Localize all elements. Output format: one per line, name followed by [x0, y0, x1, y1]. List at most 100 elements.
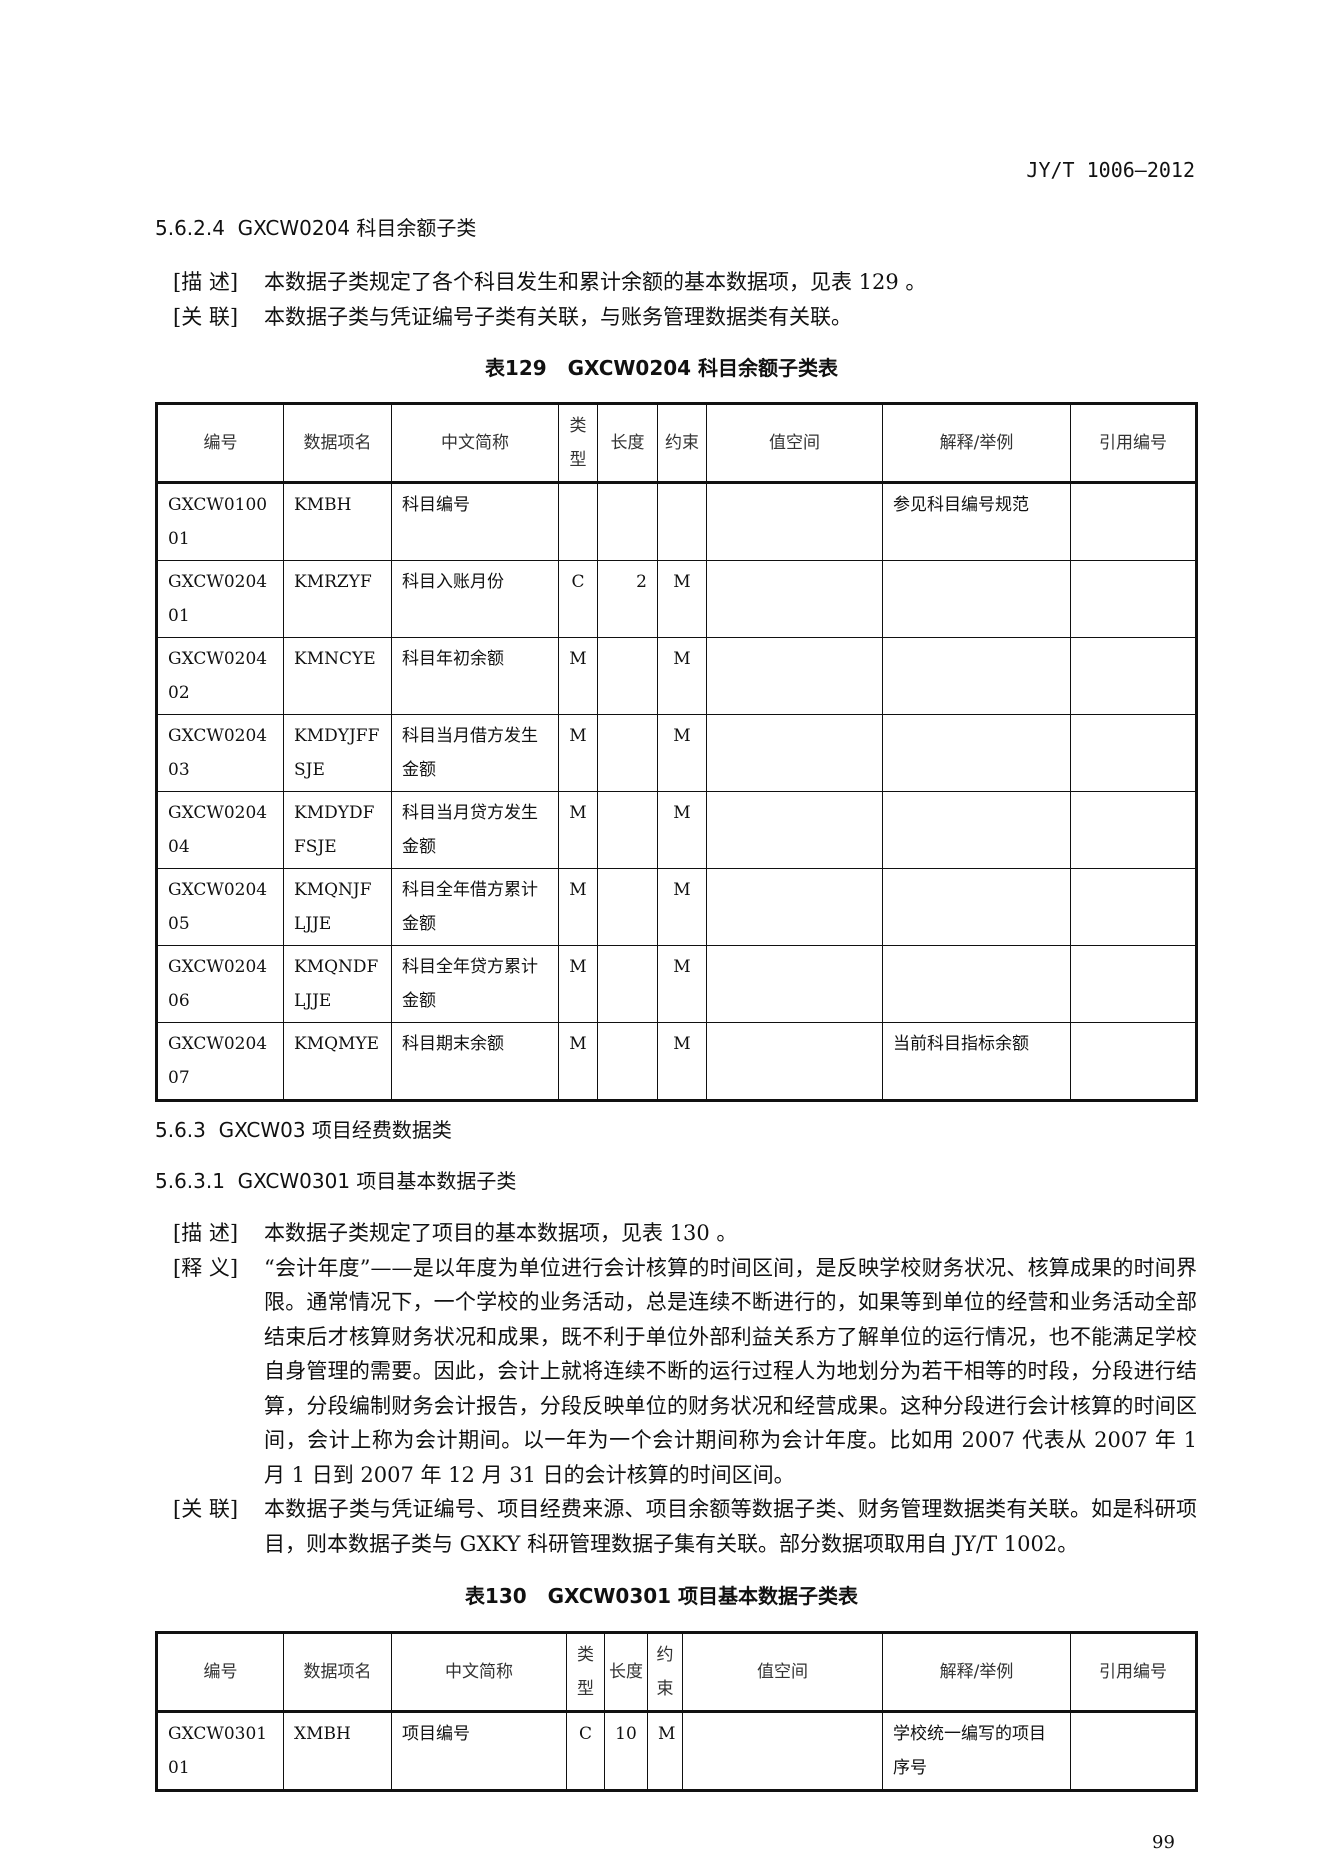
- table-cell: 2: [597, 560, 658, 638]
- section-heading: 5.6.2.4 GXCW0204 科目余额子类: [155, 216, 477, 240]
- table-129: 编号 数据项名 中文简称 类型 长度 约束 值空间 解释/举例 引用编号 GXCW010001 KM…: [155, 402, 1198, 1102]
- table-row: GXCW020405 KMQNJFLJJE 科目全年借方累计金额 M M: [156, 868, 1197, 946]
- table-130: 编号 数据项名 中文简称 类型 长度 约束 值空间 解释/举例 引用编号 GXCW030101 XM…: [155, 1631, 1198, 1792]
- table-cell: [706, 560, 883, 638]
- table-cell: M: [657, 791, 707, 869]
- table-row: GXCW020401 KMRZYF 科目入账月份 C 2 M: [156, 560, 1197, 638]
- text: 本数据子类规定了项目的基本数据项，见表 130 。: [264, 1221, 738, 1245]
- table-cell: 科目全年借方累计金额: [391, 868, 559, 946]
- table-cell: M: [558, 868, 598, 946]
- label: [关 联]: [173, 1497, 239, 1521]
- table-cell: [1070, 945, 1197, 1023]
- page-number: 99: [1152, 1832, 1175, 1853]
- table-cell: M: [558, 714, 598, 792]
- table-cell: [597, 945, 658, 1023]
- definition-paragraph: [释 义] “会计年度”——是以年度为单位进行会计核算的时间区间，是反映学校财务…: [173, 1251, 1197, 1493]
- column-header: 约束: [657, 403, 707, 483]
- table-cell: GXCW020406: [156, 945, 284, 1023]
- table-cell: 参见科目编号规范: [882, 482, 1071, 561]
- column-header: 类型: [558, 403, 598, 483]
- table-cell: [882, 868, 1071, 946]
- table-cell: GXCW020404: [156, 791, 284, 869]
- table-cell: M: [558, 945, 598, 1023]
- table-cell: M: [647, 1711, 683, 1791]
- bottom-spacer: [0, 1792, 1323, 1852]
- table-cell: 科目入账月份: [391, 560, 559, 638]
- table-cell: [597, 1022, 658, 1101]
- table-cell: [1070, 482, 1197, 561]
- table-cell: [1070, 714, 1197, 792]
- description-paragraph: [描 述] 本数据子类规定了项目的基本数据项，见表 130 。: [173, 1216, 1197, 1251]
- column-header: 类型: [566, 1632, 605, 1712]
- column-header: 中文简称: [391, 403, 559, 483]
- table-cell: C: [566, 1711, 605, 1791]
- table-row: GXCW020402 KMNCYE 科目年初余额 M M: [156, 637, 1197, 715]
- table-cell: [657, 482, 707, 561]
- column-header: 编号: [156, 1632, 284, 1712]
- table-cell: KMRZYF: [283, 560, 392, 638]
- table-cell: C: [558, 560, 598, 638]
- table-cell: [597, 868, 658, 946]
- table-cell: [706, 714, 883, 792]
- table-row: GXCW010001 KMBH 科目编号 参见科目编号规范: [156, 482, 1197, 561]
- table-cell: XMBH: [283, 1711, 392, 1791]
- table-cell: [1070, 791, 1197, 869]
- table-cell: KMBH: [283, 482, 392, 561]
- table-cell: [882, 791, 1071, 869]
- table-cell: [1070, 637, 1197, 715]
- label: [关 联]: [173, 304, 239, 329]
- table-cell: M: [657, 637, 707, 715]
- label: [释 义]: [173, 1255, 239, 1280]
- table-cell: KMNCYE: [283, 637, 392, 715]
- table-cell: M: [558, 637, 598, 715]
- table-cell: [882, 637, 1071, 715]
- table-cell: M: [657, 714, 707, 792]
- table-cell: M: [558, 1022, 598, 1101]
- table-row: GXCW020403 KMDYJFFSJE 科目当月借方发生金额 M M: [156, 714, 1197, 792]
- column-header: 数据项名: [283, 403, 392, 483]
- column-header: 解释/举例: [882, 403, 1071, 483]
- table-cell: 科目编号: [391, 482, 559, 561]
- description-paragraph: [描 述] 本数据子类规定了各个科目发生和累计余额的基本数据项，见表 129 。: [173, 265, 1197, 300]
- table-cell: [882, 560, 1071, 638]
- table-caption: 表130 GXCW0301 项目基本数据子类表: [464, 1584, 859, 1608]
- table-cell: GXCW020407: [156, 1022, 284, 1101]
- table-cell: GXCW020403: [156, 714, 284, 792]
- column-header: 长度: [604, 1632, 648, 1712]
- table-cell: KMQNDFLJJE: [283, 945, 392, 1023]
- table-cell: M: [657, 945, 707, 1023]
- table-cell: M: [657, 1022, 707, 1101]
- column-header: 编号: [156, 403, 284, 483]
- column-header: 长度: [597, 403, 658, 483]
- text: “会计年度”——是以年度为单位进行会计核算的时间区间，是反映学校财务状况、核算成…: [264, 1255, 1197, 1487]
- table-cell: KMQMYE: [283, 1022, 392, 1101]
- relation-paragraph: [关 联] 本数据子类与凭证编号子类有关联，与账务管理数据类有关联。: [173, 300, 1197, 335]
- table-cell: KMQNJFLJJE: [283, 868, 392, 946]
- column-header: 引用编号: [1070, 403, 1197, 483]
- table-cell: 科目年初余额: [391, 637, 559, 715]
- table-cell: [597, 714, 658, 792]
- table-cell: [1070, 560, 1197, 638]
- table-cell: KMDYDFFSJE: [283, 791, 392, 869]
- table-cell: 10: [604, 1711, 648, 1791]
- column-header: 约束: [647, 1632, 683, 1712]
- column-header: 值空间: [682, 1632, 883, 1712]
- table-cell: [706, 1022, 883, 1101]
- table-cell: [882, 945, 1071, 1023]
- table-cell: [706, 482, 883, 561]
- table-cell: M: [657, 560, 707, 638]
- table-cell: M: [558, 791, 598, 869]
- table-row: GXCW030101 XMBH 项目编号 C 10 M 学校统一编写的项目序号: [156, 1711, 1197, 1791]
- table-cell: [1070, 868, 1197, 946]
- label: [描 述]: [173, 270, 239, 294]
- column-header: 解释/举例: [882, 1632, 1071, 1712]
- table-cell: [706, 868, 883, 946]
- text: 本数据子类规定了各个科目发生和累计余额的基本数据项，见表 129 。: [264, 270, 927, 294]
- table-cell: [597, 482, 658, 561]
- column-header: 值空间: [706, 403, 883, 483]
- relation-paragraph: [关 联] 本数据子类与凭证编号、项目经费来源、项目余额等数据子类、财务管理数据…: [173, 1492, 1197, 1561]
- table-cell: [1070, 1711, 1197, 1791]
- table-row: GXCW020407 KMQMYE 科目期末余额 M M 当前科目指标余额: [156, 1022, 1197, 1101]
- table-cell: GXCW030101: [156, 1711, 284, 1791]
